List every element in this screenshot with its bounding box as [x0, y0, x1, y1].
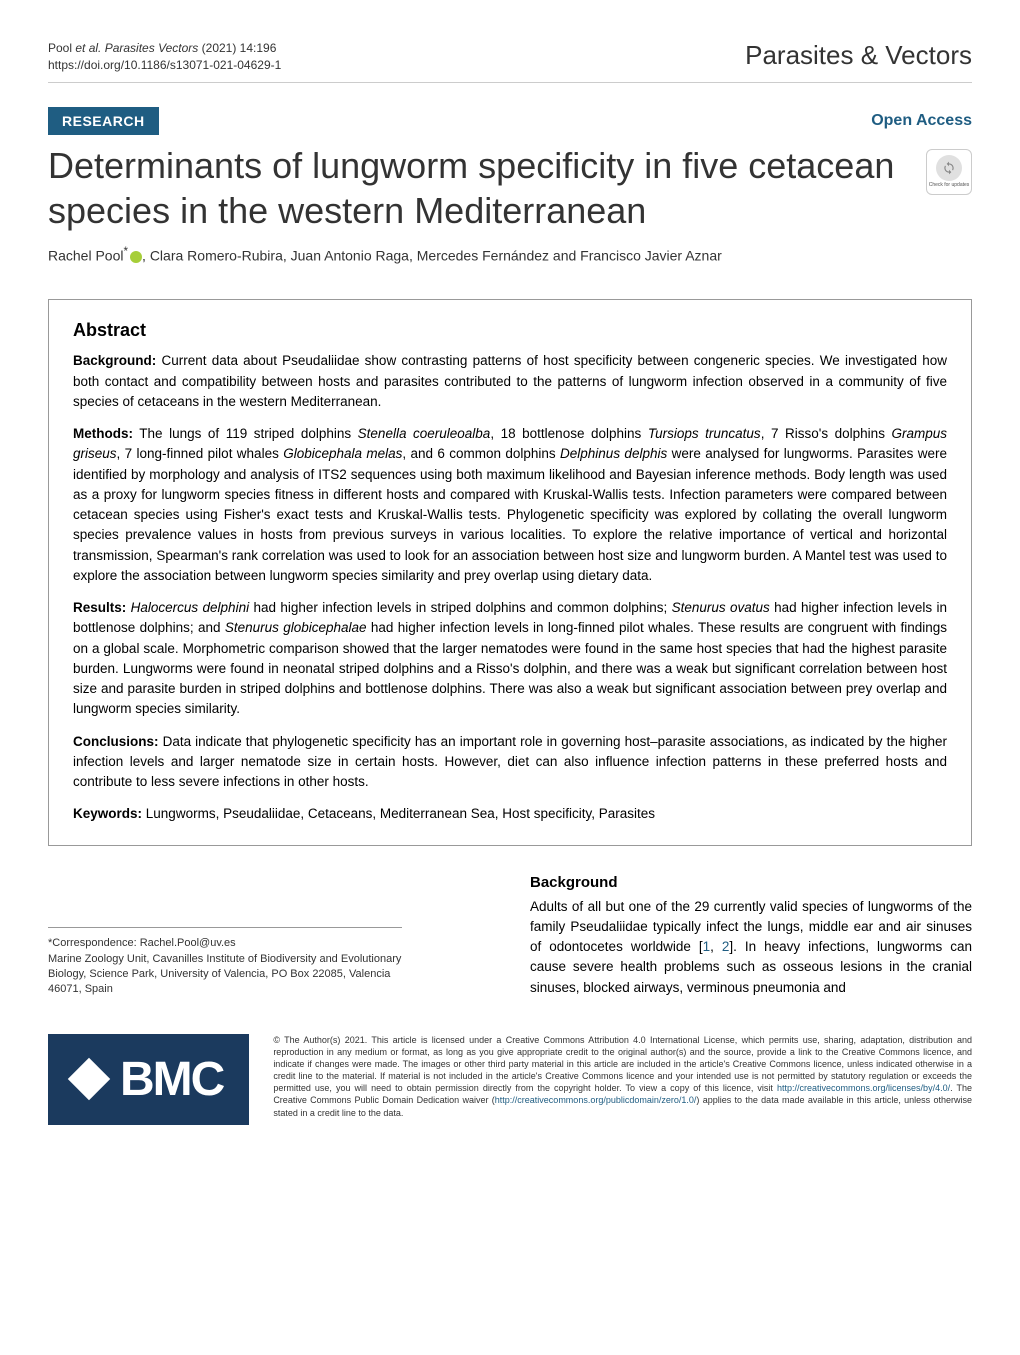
doi: https://doi.org/10.1186/s13071-021-04629…	[48, 57, 281, 74]
keywords-label: Keywords:	[73, 806, 142, 821]
abstract-box: Abstract Background: Current data about …	[48, 299, 972, 845]
abstract-results-label: Results:	[73, 600, 126, 615]
title-row: Determinants of lungworm specificity in …	[48, 143, 972, 233]
abstract-results: Results: Halocercus delphini had higher …	[73, 598, 947, 720]
license-link-1[interactable]: http://creativecommons.org/licenses/by/4…	[777, 1083, 950, 1093]
correspondence-email: *Correspondence: Rachel.Pool@uv.es	[48, 936, 402, 951]
abstract-heading: Abstract	[73, 320, 947, 341]
header: Pool et al. Parasites Vectors (2021) 14:…	[48, 40, 972, 83]
keywords: Keywords: Lungworms, Pseudaliidae, Cetac…	[73, 804, 947, 824]
ref-1[interactable]: 1	[703, 939, 711, 954]
right-column: Background Adults of all but one of the …	[530, 874, 972, 998]
correspondence-affiliation: Marine Zoology Unit, Cavanilles Institut…	[48, 952, 402, 998]
article-type-row: RESEARCH Open Access	[48, 107, 972, 135]
orcid-icon[interactable]	[130, 251, 142, 263]
background-heading: Background	[530, 874, 972, 891]
correspondence-block: *Correspondence: Rachel.Pool@uv.es Marin…	[48, 927, 402, 998]
license-text: © The Author(s) 2021. This article is li…	[273, 1034, 972, 1119]
updates-icon	[936, 155, 962, 181]
abstract-conclusions: Conclusions: Data indicate that phylogen…	[73, 732, 947, 793]
journal-name: Parasites & Vectors	[745, 40, 972, 71]
bmc-text: BMC	[120, 1052, 223, 1107]
keywords-text: Lungworms, Pseudaliidae, Cetaceans, Medi…	[142, 806, 655, 821]
abstract-background: Background: Current data about Pseudalii…	[73, 351, 947, 412]
bmc-logo: BMC	[48, 1034, 249, 1125]
abstract-conclusions-text: Data indicate that phylogenetic specific…	[73, 734, 947, 790]
research-badge: RESEARCH	[48, 107, 159, 135]
license-link-2[interactable]: http://creativecommons.org/publicdomain/…	[495, 1095, 697, 1105]
abstract-conclusions-label: Conclusions:	[73, 734, 159, 749]
article-title: Determinants of lungworm specificity in …	[48, 143, 914, 233]
authors: Rachel Pool*, Clara Romero-Rubira, Juan …	[48, 245, 972, 264]
footer: BMC © The Author(s) 2021. This article i…	[48, 1034, 972, 1125]
left-column: *Correspondence: Rachel.Pool@uv.es Marin…	[48, 874, 490, 998]
check-updates-badge[interactable]: Check for updates	[926, 149, 972, 195]
abstract-background-text: Current data about Pseudaliidae show con…	[73, 353, 947, 409]
abstract-background-label: Background:	[73, 353, 156, 368]
bmc-square-icon	[68, 1058, 110, 1100]
abstract-methods: Methods: The lungs of 119 striped dolphi…	[73, 424, 947, 586]
citation-line: Pool et al. Parasites Vectors (2021) 14:…	[48, 40, 281, 57]
citation-header: Pool et al. Parasites Vectors (2021) 14:…	[48, 40, 281, 74]
two-column-body: *Correspondence: Rachel.Pool@uv.es Marin…	[48, 874, 972, 998]
background-text: Adults of all but one of the 29 currentl…	[530, 897, 972, 998]
open-access-label: Open Access	[871, 112, 972, 130]
abstract-methods-label: Methods:	[73, 426, 133, 441]
updates-text: Check for updates	[929, 183, 970, 188]
